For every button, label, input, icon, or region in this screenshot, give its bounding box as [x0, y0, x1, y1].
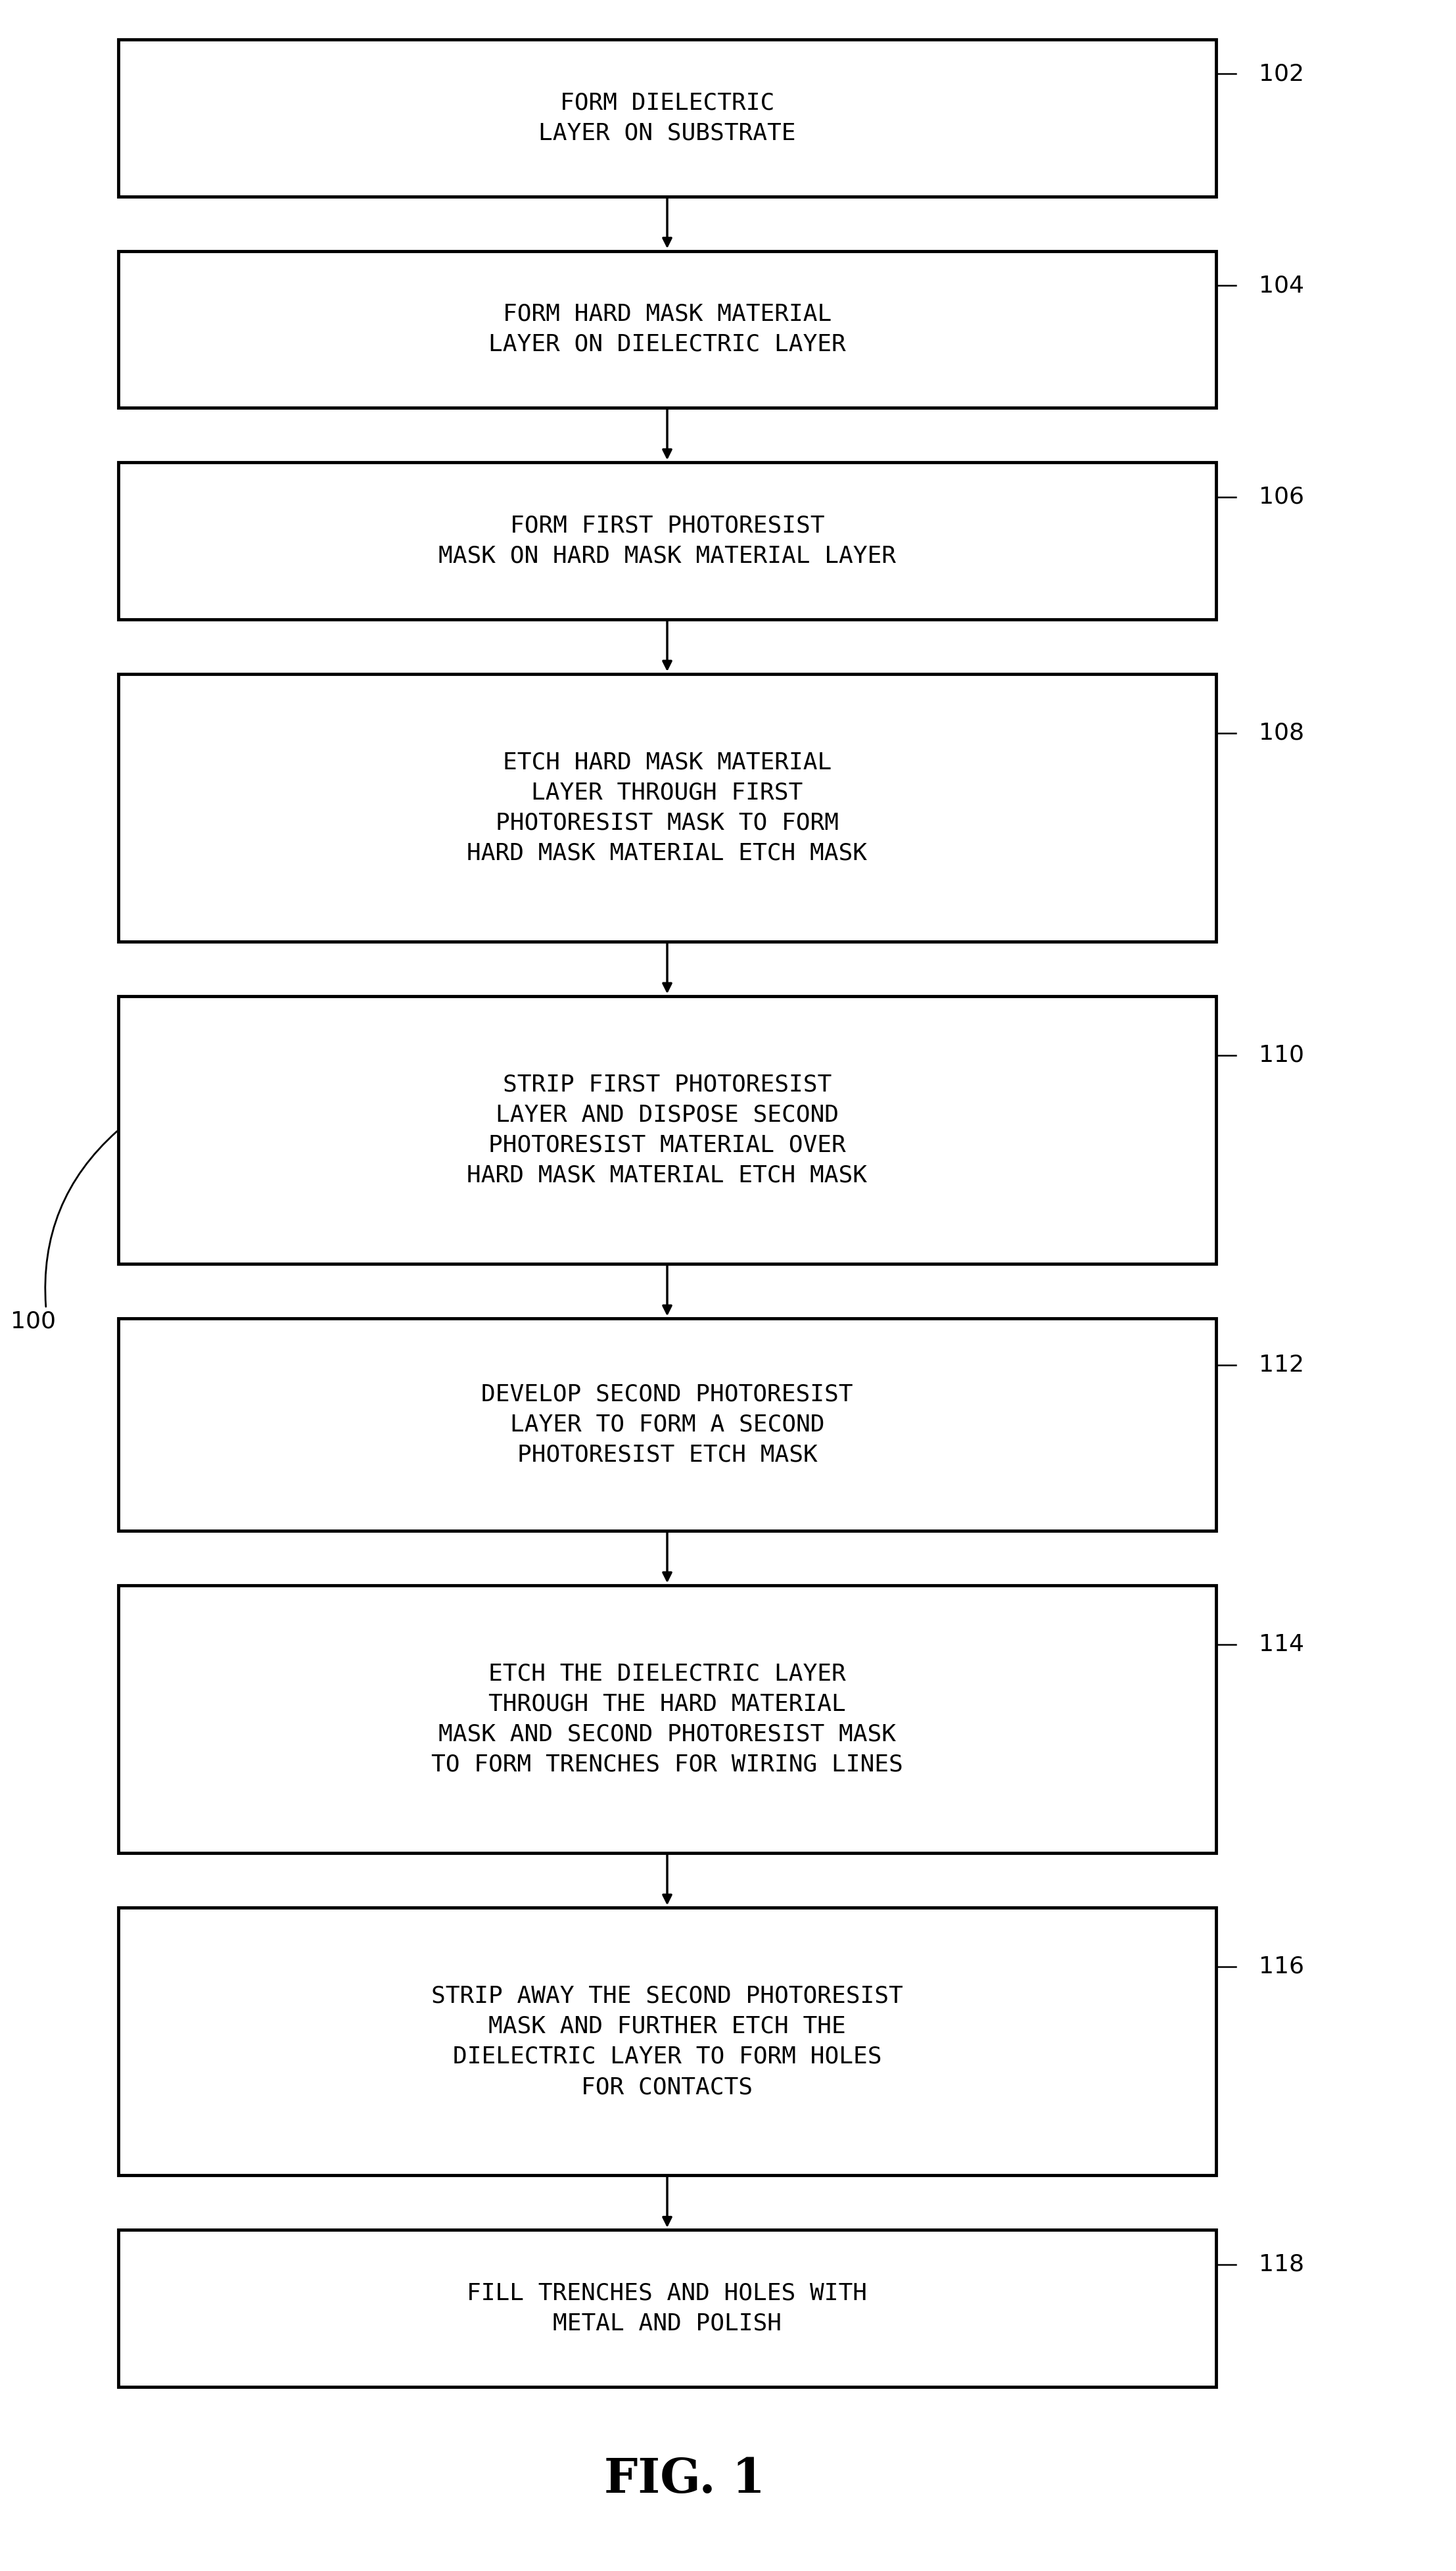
Text: FIG. 1: FIG. 1: [604, 2455, 764, 2502]
Text: 108: 108: [1259, 722, 1305, 743]
Text: 112: 112: [1259, 1355, 1305, 1375]
FancyBboxPatch shape: [118, 1319, 1216, 1530]
Text: DEVELOP SECOND PHOTORESIST
LAYER TO FORM A SECOND
PHOTORESIST ETCH MASK: DEVELOP SECOND PHOTORESIST LAYER TO FORM…: [482, 1383, 853, 1465]
FancyBboxPatch shape: [118, 674, 1216, 941]
Text: STRIP AWAY THE SECOND PHOTORESIST
MASK AND FURTHER ETCH THE
DIELECTRIC LAYER TO : STRIP AWAY THE SECOND PHOTORESIST MASK A…: [431, 1985, 903, 2098]
FancyBboxPatch shape: [118, 463, 1216, 620]
Text: FORM HARD MASK MATERIAL
LAYER ON DIELECTRIC LAYER: FORM HARD MASK MATERIAL LAYER ON DIELECT…: [488, 303, 846, 355]
Text: 118: 118: [1259, 2252, 1305, 2275]
Text: ETCH HARD MASK MATERIAL
LAYER THROUGH FIRST
PHOTORESIST MASK TO FORM
HARD MASK M: ETCH HARD MASK MATERIAL LAYER THROUGH FI…: [467, 751, 868, 864]
Text: 102: 102: [1259, 62, 1305, 85]
Text: FORM DIELECTRIC
LAYER ON SUBSTRATE: FORM DIELECTRIC LAYER ON SUBSTRATE: [539, 93, 796, 144]
Text: 104: 104: [1259, 275, 1305, 296]
FancyBboxPatch shape: [118, 2229, 1216, 2386]
FancyBboxPatch shape: [118, 39, 1216, 195]
Text: ETCH THE DIELECTRIC LAYER
THROUGH THE HARD MATERIAL
MASK AND SECOND PHOTORESIST : ETCH THE DIELECTRIC LAYER THROUGH THE HA…: [431, 1663, 903, 1777]
FancyBboxPatch shape: [118, 1908, 1216, 2175]
Text: 116: 116: [1259, 1957, 1305, 1977]
Text: FORM FIRST PHOTORESIST
MASK ON HARD MASK MATERIAL LAYER: FORM FIRST PHOTORESIST MASK ON HARD MASK…: [438, 514, 895, 568]
Text: 100: 100: [10, 1311, 55, 1332]
Text: 110: 110: [1259, 1044, 1305, 1067]
FancyBboxPatch shape: [118, 1586, 1216, 1854]
Text: STRIP FIRST PHOTORESIST
LAYER AND DISPOSE SECOND
PHOTORESIST MATERIAL OVER
HARD : STRIP FIRST PHOTORESIST LAYER AND DISPOS…: [467, 1072, 868, 1188]
Text: 106: 106: [1259, 486, 1305, 509]
FancyBboxPatch shape: [118, 252, 1216, 409]
FancyBboxPatch shape: [118, 998, 1216, 1265]
Text: FILL TRENCHES AND HOLES WITH
METAL AND POLISH: FILL TRENCHES AND HOLES WITH METAL AND P…: [467, 2283, 868, 2334]
Text: 114: 114: [1259, 1633, 1305, 1656]
